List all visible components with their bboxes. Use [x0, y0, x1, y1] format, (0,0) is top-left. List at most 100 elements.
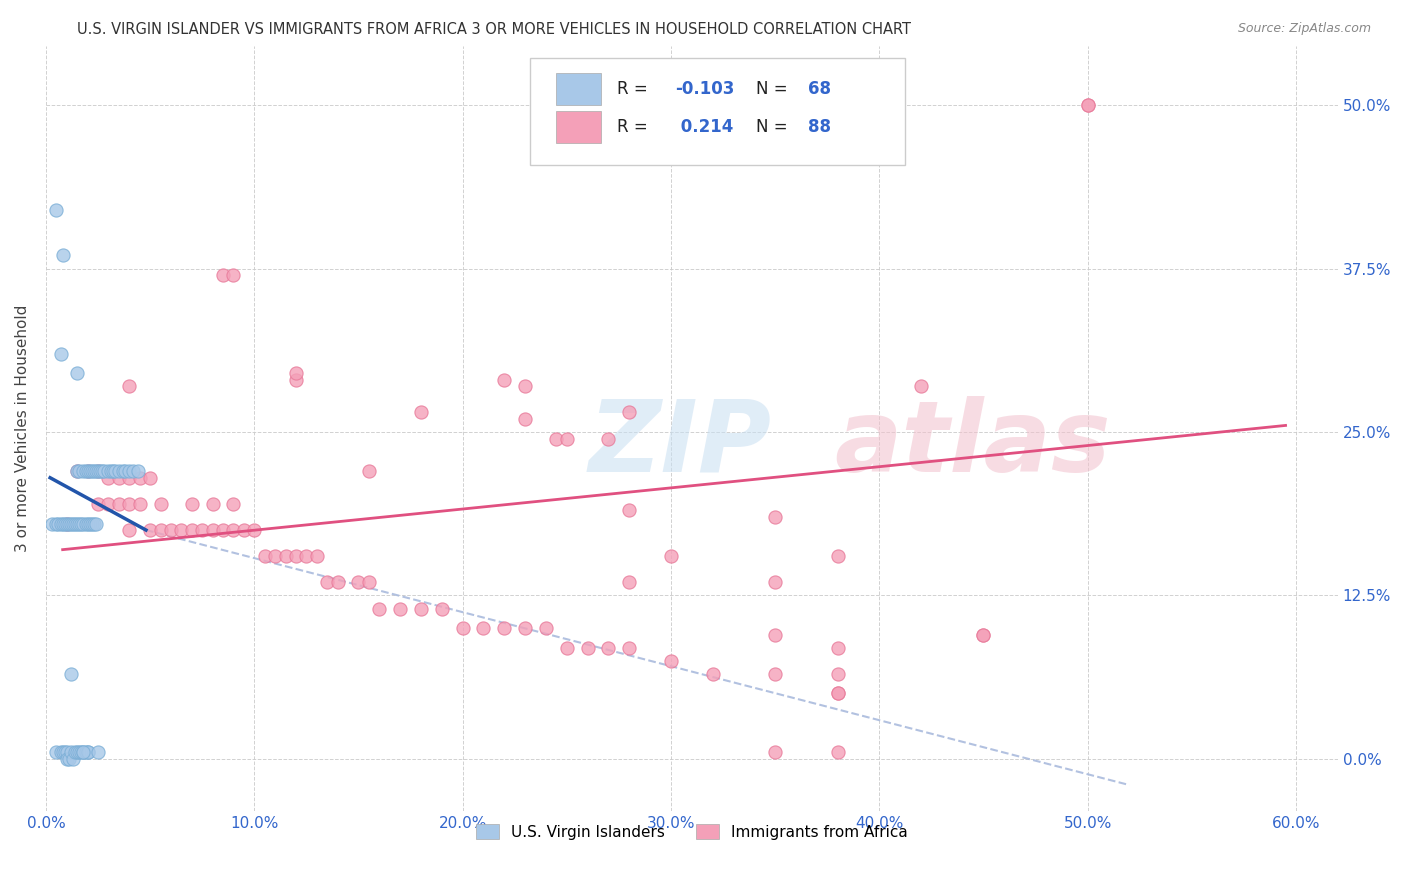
- Point: [76, 745, 98, 759]
- Point: [409, 405, 432, 419]
- Point: [63, 516, 86, 531]
- Point: [84, 516, 107, 531]
- Point: [170, 523, 193, 537]
- Point: [128, 497, 150, 511]
- Point: [72, 516, 94, 531]
- Point: [827, 666, 849, 681]
- Point: [326, 575, 349, 590]
- Point: [222, 497, 245, 511]
- Point: [139, 471, 162, 485]
- Point: [347, 575, 370, 590]
- Point: [72, 745, 94, 759]
- Point: [555, 432, 578, 446]
- Text: 88: 88: [808, 119, 831, 136]
- Point: [76, 464, 98, 478]
- Point: [52, 745, 75, 759]
- Point: [45, 202, 67, 217]
- Point: [827, 686, 849, 700]
- Point: [619, 405, 641, 419]
- Point: [91, 464, 114, 478]
- Text: 0.214: 0.214: [675, 119, 734, 136]
- Point: [72, 464, 94, 478]
- Point: [1077, 98, 1099, 112]
- Point: [75, 516, 97, 531]
- Point: [83, 464, 105, 478]
- Point: [122, 464, 145, 478]
- Point: [180, 497, 202, 511]
- Point: [451, 621, 474, 635]
- Point: [316, 575, 339, 590]
- Point: [66, 464, 89, 478]
- Point: [212, 523, 235, 537]
- Point: [67, 745, 90, 759]
- Point: [430, 601, 453, 615]
- Point: [118, 523, 141, 537]
- Point: [80, 464, 103, 478]
- Point: [160, 523, 183, 537]
- Bar: [557, 112, 602, 144]
- Point: [619, 575, 641, 590]
- Point: [555, 640, 578, 655]
- Point: [66, 745, 89, 759]
- Point: [619, 503, 641, 517]
- Text: N =: N =: [756, 119, 793, 136]
- Point: [253, 549, 276, 564]
- Point: [104, 464, 127, 478]
- Point: [534, 621, 557, 635]
- Point: [87, 464, 110, 478]
- Point: [243, 523, 266, 537]
- Point: [827, 745, 849, 759]
- Point: [67, 516, 90, 531]
- Point: [127, 464, 149, 478]
- Point: [494, 621, 516, 635]
- Point: [285, 373, 308, 387]
- Point: [118, 471, 141, 485]
- Point: [62, 752, 84, 766]
- Point: [59, 745, 82, 759]
- Point: [56, 516, 79, 531]
- Point: [472, 621, 495, 635]
- Point: [201, 497, 224, 511]
- Point: [763, 745, 786, 759]
- Point: [910, 379, 932, 393]
- Point: [494, 373, 516, 387]
- Point: [598, 432, 620, 446]
- Text: U.S. VIRGIN ISLANDER VS IMMIGRANTS FROM AFRICA 3 OR MORE VEHICLES IN HOUSEHOLD C: U.S. VIRGIN ISLANDER VS IMMIGRANTS FROM …: [77, 22, 911, 37]
- Point: [108, 497, 131, 511]
- Point: [87, 464, 110, 478]
- Point: [659, 549, 682, 564]
- Point: [546, 432, 568, 446]
- Point: [76, 516, 98, 531]
- Point: [49, 346, 72, 360]
- Point: [659, 654, 682, 668]
- Point: [513, 379, 536, 393]
- Point: [763, 510, 786, 524]
- Point: [513, 412, 536, 426]
- Point: [827, 640, 849, 655]
- Point: [97, 464, 120, 478]
- Point: [84, 464, 107, 478]
- Point: [58, 752, 80, 766]
- Point: [702, 666, 724, 681]
- Point: [76, 745, 98, 759]
- Point: [972, 627, 994, 641]
- Legend: U.S. Virgin Islanders, Immigrants from Africa: U.S. Virgin Islanders, Immigrants from A…: [470, 817, 914, 846]
- Point: [118, 497, 141, 511]
- Point: [76, 464, 98, 478]
- Text: N =: N =: [756, 80, 793, 98]
- Point: [70, 745, 93, 759]
- Point: [100, 464, 122, 478]
- Point: [101, 464, 124, 478]
- Point: [619, 640, 641, 655]
- Point: [1077, 98, 1099, 112]
- Point: [48, 516, 70, 531]
- Point: [118, 379, 141, 393]
- Text: 68: 68: [808, 80, 831, 98]
- Point: [72, 745, 94, 759]
- Point: [97, 497, 120, 511]
- Point: [75, 464, 97, 478]
- Point: [212, 268, 235, 282]
- Point: [45, 745, 67, 759]
- Point: [67, 464, 90, 478]
- Point: [75, 745, 97, 759]
